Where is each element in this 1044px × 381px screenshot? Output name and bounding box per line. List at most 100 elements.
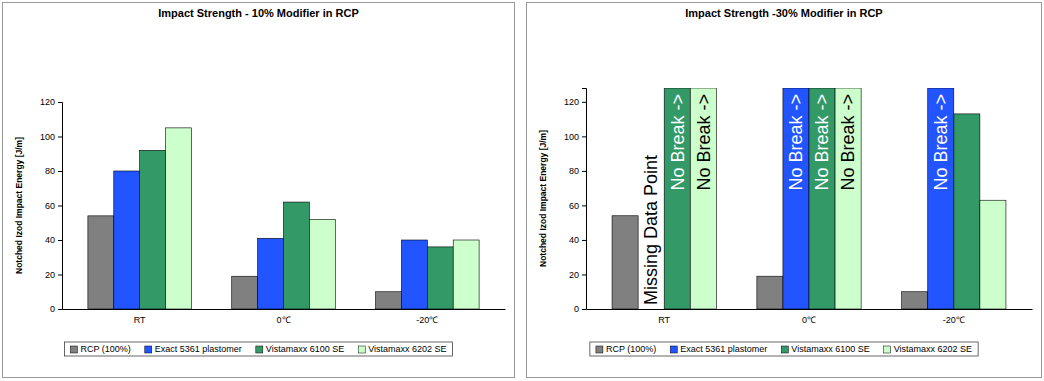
legend: RCP (100%) Exact 5361 plastomer Vistamaxx …: [64, 342, 452, 356]
x-tick: 0℃: [802, 309, 816, 325]
legend-item: RCP (100%): [70, 344, 130, 354]
x-axis: RT0℃-20℃: [63, 309, 506, 325]
plot-area: 020406080100120RT0℃-20℃: [40, 97, 506, 325]
y-tick: 80: [569, 166, 586, 176]
x-tick: RT: [134, 309, 146, 325]
y-axis-line: [58, 103, 63, 310]
bars: [88, 128, 479, 309]
y-tick-mark: [582, 205, 586, 206]
bar: [232, 276, 258, 309]
annotation: No Break ->: [812, 94, 832, 191]
chart-canvas: Impact Strength - 10% Modifier in RCP 0 20…: [0, 0, 1044, 381]
y-tick: 120: [40, 97, 62, 107]
bar: [612, 216, 638, 309]
y-tick-label: 20: [45, 270, 55, 280]
x-tick: RT: [658, 309, 670, 325]
y-tick: 100: [564, 132, 586, 142]
legend: RCP (100%) Exact 5361 plastomer Vistamaxx …: [590, 342, 978, 356]
bar: [427, 247, 453, 309]
y-tick: 0: [574, 304, 586, 314]
y-tick-mark: [58, 309, 62, 310]
y-tick-mark: [58, 102, 62, 103]
legend-item: Vistamaxx 6202 SE: [884, 344, 972, 354]
legend-box: [590, 342, 978, 356]
chart-title: Impact Strength -30% Modifier in RCP: [685, 7, 882, 19]
y-tick: 100: [40, 132, 62, 142]
y-tick-mark: [582, 274, 586, 275]
x-tick-label: -20℃: [943, 315, 965, 325]
y-axis-title: Notched Izod Impact Energy [J/m]: [538, 130, 548, 267]
bar: [757, 276, 783, 309]
no-break-bar: [783, 88, 809, 309]
y-tick-label: 0: [50, 304, 55, 314]
bar: [258, 238, 284, 309]
bar: [980, 200, 1006, 309]
y-tick-label: 20: [569, 270, 579, 280]
chart-panel: Impact Strength - 10% Modifier in RCP 0 20…: [3, 3, 515, 378]
bar: [453, 240, 479, 309]
annotation: No Break ->: [931, 94, 951, 191]
y-tick-mark: [58, 171, 62, 172]
bar: [309, 219, 335, 309]
y-tick: 20: [569, 270, 586, 280]
no-break-bar: [664, 88, 690, 309]
legend-label: Vistamaxx 6202 SE: [368, 344, 446, 354]
legend-label: Vistamaxx 6202 SE: [894, 344, 972, 354]
y-tick-mark: [582, 102, 586, 103]
y-tick-label: 60: [569, 201, 579, 211]
y-tick-label: 100: [40, 132, 55, 142]
y-tick: 20: [45, 270, 62, 280]
x-tick-label: RT: [134, 315, 146, 325]
x-tick: -20℃: [943, 309, 965, 325]
x-tick-label: 0℃: [802, 315, 816, 325]
y-tick-label: 40: [569, 235, 579, 245]
bar: [284, 202, 310, 309]
y-tick-mark: [582, 240, 586, 241]
legend-item: Exact 5361 plastomer: [145, 344, 242, 354]
legend-swatch: [781, 346, 788, 353]
y-tick: 0: [50, 304, 62, 314]
y-tick-label: 100: [564, 132, 579, 142]
legend-swatch: [256, 346, 263, 353]
bar: [376, 292, 402, 309]
chart-frame: [527, 3, 1042, 378]
annotation: Missing Data Point: [641, 155, 661, 305]
legend-item: Exact 5361 plastomer: [670, 344, 767, 354]
legend-item: Vistamaxx 6202 SE: [358, 344, 446, 354]
chart-frame: [3, 3, 515, 378]
legend-item: RCP (100%): [596, 344, 656, 354]
chart-panel: Impact Strength -30% Modifier in RCP Miss…: [527, 3, 1042, 378]
legend-label: Exact 5361 plastomer: [155, 344, 242, 354]
bar: [954, 114, 980, 309]
y-tick: 40: [45, 235, 62, 245]
legend-label: Vistamaxx 6100 SE: [266, 344, 344, 354]
y-tick-mark: [582, 309, 586, 310]
legend-swatch: [358, 346, 365, 353]
y-tick-label: 40: [45, 235, 55, 245]
bar: [140, 150, 166, 309]
annotation: No Break ->: [786, 94, 806, 191]
y-tick-label: 120: [40, 97, 55, 107]
bar: [902, 292, 928, 309]
annotation: No Break ->: [668, 94, 688, 191]
y-tick: 80: [45, 166, 62, 176]
legend-label: RCP (100%): [80, 344, 130, 354]
y-tick-mark: [58, 275, 62, 276]
x-axis-line: [63, 309, 506, 310]
x-axis-line: [587, 309, 1033, 310]
y-tick-mark: [582, 171, 586, 172]
legend-swatch: [145, 346, 152, 353]
annotation: No Break ->: [838, 94, 858, 191]
chart-title: Impact Strength - 10% Modifier in RCP: [158, 7, 358, 19]
bar: [401, 240, 427, 309]
y-axis-title: Notched Izod Impact Energy [J/m]: [14, 137, 24, 274]
legend-item: Vistamaxx 6100 SE: [256, 344, 344, 354]
plot-area: Missing Data Point No Break -> No Break ->…: [564, 88, 1033, 325]
annotation: No Break ->: [694, 94, 714, 191]
y-axis-line: [582, 89, 587, 310]
legend-swatch: [670, 346, 677, 353]
legend-swatch: [70, 346, 77, 353]
y-tick: 60: [45, 201, 62, 211]
y-tick-label: 0: [574, 304, 579, 314]
x-tick: 0℃: [276, 309, 290, 325]
